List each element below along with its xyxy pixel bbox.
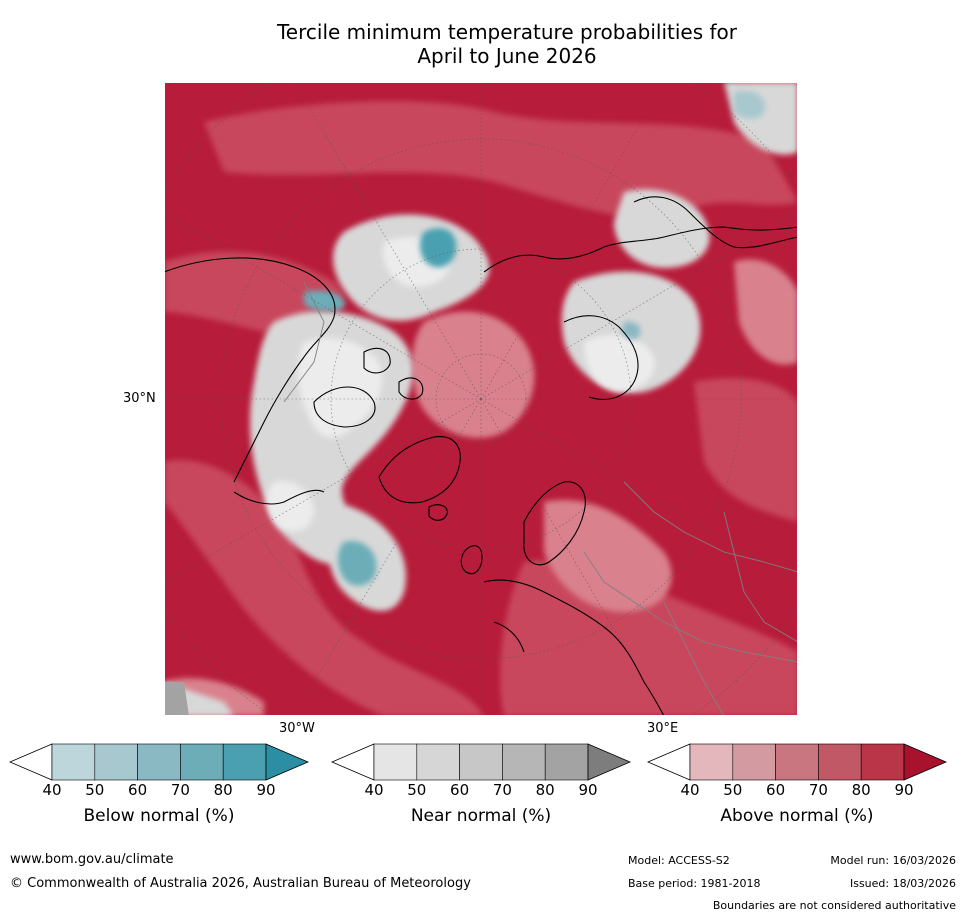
colorbar-tick-label: 90 bbox=[894, 781, 914, 799]
map-title: Tercile minimum temperature probabilitie… bbox=[0, 20, 965, 68]
colorbar-segment bbox=[775, 743, 819, 781]
footer-issued: Issued: 18/03/2026 bbox=[849, 877, 956, 890]
lon-label-30e: 30°E bbox=[647, 721, 679, 736]
colorbar-tick-label: 90 bbox=[578, 781, 598, 799]
title-line-2: April to June 2026 bbox=[417, 44, 597, 68]
probability-map bbox=[164, 82, 798, 716]
colorbar-tick-label: 70 bbox=[808, 781, 828, 799]
colorbar-segment bbox=[373, 743, 418, 781]
colorbar-extension-low bbox=[331, 743, 375, 781]
above-normal-light-region bbox=[164, 259, 798, 716]
scandinavia-coast bbox=[523, 481, 586, 566]
colorbar-tick-label: 80 bbox=[851, 781, 871, 799]
political-borders bbox=[283, 281, 798, 716]
footer-copyright: © Commonwealth of Australia 2026, Austra… bbox=[10, 876, 471, 891]
footer-disclaimer: Boundaries are not considered authoritat… bbox=[712, 899, 956, 912]
footer-model-run: Model run: 16/03/2026 bbox=[830, 854, 956, 867]
colorbar-tick-label: 40 bbox=[364, 781, 384, 799]
colorbar-tick-label: 70 bbox=[170, 781, 190, 799]
colorbar-extension-low bbox=[647, 743, 691, 781]
colorbar-segment bbox=[818, 743, 862, 781]
colorbar-segment bbox=[222, 743, 267, 781]
colorbar-segment bbox=[416, 743, 460, 781]
footer-base-period: Base period: 1981-2018 bbox=[628, 877, 761, 890]
colorbar-segment bbox=[860, 743, 905, 781]
colorbar-extension-low bbox=[9, 743, 53, 781]
colorbar-below-ticks: 40 50 60 70 80 90 bbox=[9, 781, 309, 801]
lat-label-30n: 30°N bbox=[123, 391, 156, 406]
colorbar-extension-high bbox=[903, 743, 947, 781]
colorbar-tick-label: 90 bbox=[256, 781, 276, 799]
colorbar-segment bbox=[180, 743, 224, 781]
colorbar-near-label: Near normal (%) bbox=[410, 806, 552, 826]
map-edge-region bbox=[164, 682, 189, 716]
colorbar-below-label: Below normal (%) bbox=[83, 806, 235, 826]
colorbar-segment bbox=[459, 743, 503, 781]
colorbar-tick-label: 80 bbox=[213, 781, 233, 799]
colorbar-segment bbox=[94, 743, 138, 781]
coastlines bbox=[164, 196, 798, 716]
colorbar-extension-high bbox=[587, 743, 631, 781]
colorbar-tick-label: 60 bbox=[128, 781, 148, 799]
colorbar-segment bbox=[51, 743, 96, 781]
colorbar-tick-label: 50 bbox=[723, 781, 743, 799]
above-normal-mid-region bbox=[164, 101, 798, 716]
colorbar-segment bbox=[689, 743, 734, 781]
greenland-coast bbox=[378, 436, 461, 504]
colorbar-near-normal bbox=[331, 743, 631, 781]
colorbar-segment bbox=[137, 743, 181, 781]
uk-coast bbox=[460, 545, 483, 575]
footer-model: Model: ACCESS-S2 bbox=[628, 854, 730, 867]
colorbar-tick-label: 70 bbox=[492, 781, 512, 799]
colorbar-extension-high bbox=[265, 743, 309, 781]
below-normal-region bbox=[304, 90, 765, 586]
colorbar-tick-label: 40 bbox=[680, 781, 700, 799]
colorbar-tick-label: 60 bbox=[450, 781, 470, 799]
colorbar-tick-label: 80 bbox=[535, 781, 555, 799]
colorbar-segment bbox=[544, 743, 589, 781]
colorbar-tick-label: 40 bbox=[42, 781, 62, 799]
colorbar-segment bbox=[502, 743, 546, 781]
footer-url[interactable]: www.bom.gov.au/climate bbox=[10, 852, 174, 867]
lon-label-30w: 30°W bbox=[279, 721, 315, 736]
colorbar-below-normal bbox=[9, 743, 309, 781]
colorbar-above-label: Above normal (%) bbox=[720, 806, 874, 826]
colorbar-near-ticks: 40 50 60 70 80 90 bbox=[331, 781, 631, 801]
title-line-1: Tercile minimum temperature probabilitie… bbox=[276, 20, 738, 44]
iceland-coast bbox=[428, 504, 448, 521]
colorbar-segment bbox=[732, 743, 776, 781]
colorbar-tick-label: 50 bbox=[407, 781, 427, 799]
colorbar-tick-label: 60 bbox=[766, 781, 786, 799]
colorbar-tick-label: 50 bbox=[85, 781, 105, 799]
colorbar-above-normal bbox=[647, 743, 947, 781]
colorbar-above-ticks: 40 50 60 70 80 90 bbox=[647, 781, 947, 801]
